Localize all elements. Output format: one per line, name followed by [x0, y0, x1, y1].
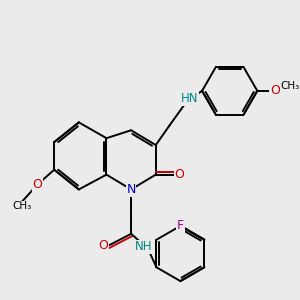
- Text: O: O: [270, 84, 280, 98]
- Text: HN: HN: [181, 92, 198, 105]
- Text: O: O: [99, 239, 108, 252]
- Text: CH₃: CH₃: [12, 201, 31, 211]
- Text: NH: NH: [135, 240, 153, 253]
- Text: O: O: [175, 168, 184, 181]
- Text: O: O: [32, 178, 42, 191]
- Text: F: F: [177, 219, 184, 232]
- Text: N: N: [126, 183, 136, 196]
- Text: CH₃: CH₃: [280, 81, 299, 91]
